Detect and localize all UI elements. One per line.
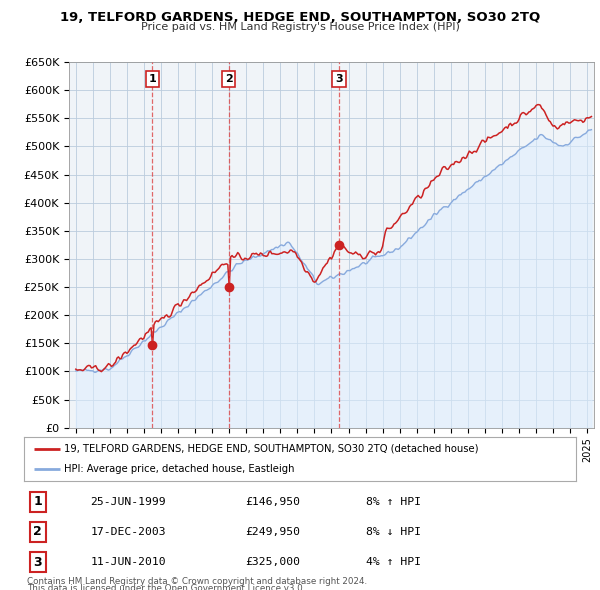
Text: Price paid vs. HM Land Registry's House Price Index (HPI): Price paid vs. HM Land Registry's House …	[140, 22, 460, 32]
Text: This data is licensed under the Open Government Licence v3.0.: This data is licensed under the Open Gov…	[27, 584, 305, 590]
Text: 25-JUN-1999: 25-JUN-1999	[90, 497, 166, 507]
Text: 19, TELFORD GARDENS, HEDGE END, SOUTHAMPTON, SO30 2TQ (detached house): 19, TELFORD GARDENS, HEDGE END, SOUTHAMP…	[64, 444, 478, 454]
Text: 11-JUN-2010: 11-JUN-2010	[90, 558, 166, 568]
Text: £146,950: £146,950	[245, 497, 300, 507]
Text: 19, TELFORD GARDENS, HEDGE END, SOUTHAMPTON, SO30 2TQ: 19, TELFORD GARDENS, HEDGE END, SOUTHAMP…	[60, 11, 540, 24]
Text: 8% ↓ HPI: 8% ↓ HPI	[366, 527, 421, 537]
Text: HPI: Average price, detached house, Eastleigh: HPI: Average price, detached house, East…	[64, 464, 294, 474]
Text: £249,950: £249,950	[245, 527, 300, 537]
Text: Contains HM Land Registry data © Crown copyright and database right 2024.: Contains HM Land Registry data © Crown c…	[27, 577, 367, 586]
Text: 17-DEC-2003: 17-DEC-2003	[90, 527, 166, 537]
Text: 8% ↑ HPI: 8% ↑ HPI	[366, 497, 421, 507]
Text: 3: 3	[34, 556, 42, 569]
Text: 2: 2	[34, 525, 42, 538]
Text: 1: 1	[34, 496, 42, 509]
Text: 3: 3	[335, 74, 343, 84]
Text: 2: 2	[224, 74, 232, 84]
Text: £325,000: £325,000	[245, 558, 300, 568]
Text: 4% ↑ HPI: 4% ↑ HPI	[366, 558, 421, 568]
Text: 1: 1	[148, 74, 156, 84]
